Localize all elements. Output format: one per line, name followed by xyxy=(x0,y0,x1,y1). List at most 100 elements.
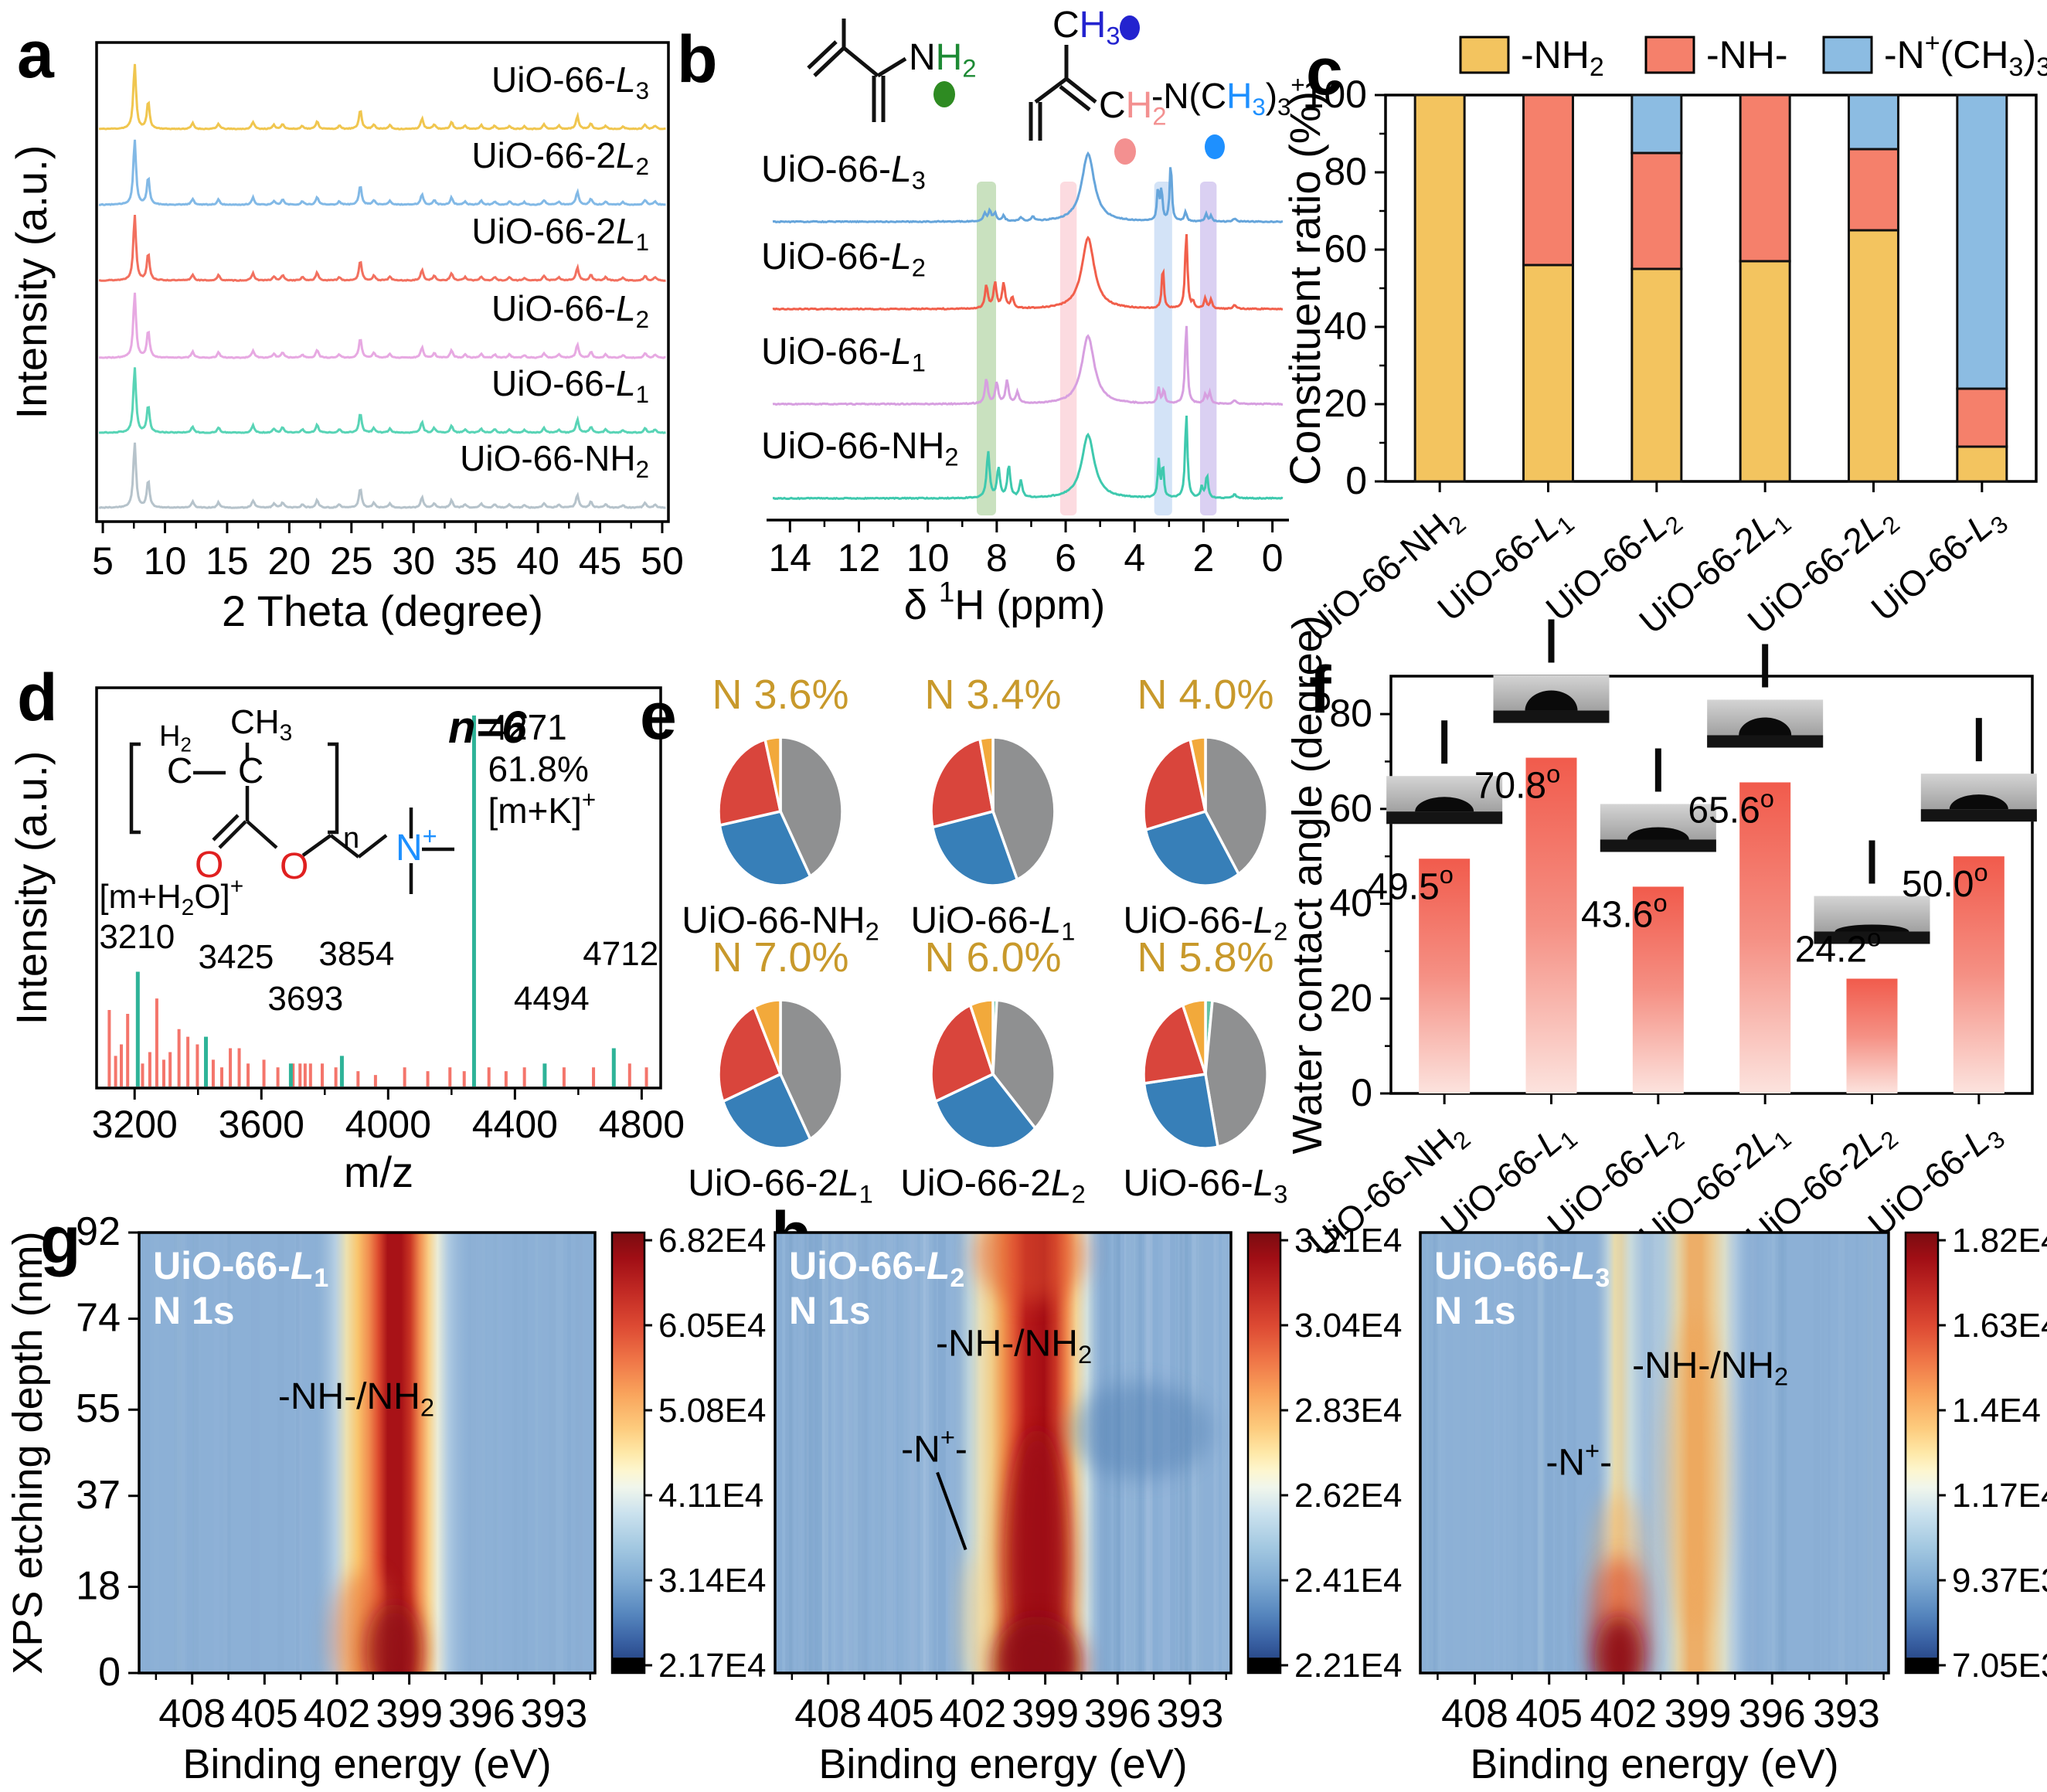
droplet-substrate xyxy=(1600,839,1716,852)
y-axis-label: Water contact angle (degree) xyxy=(1284,615,1331,1154)
nmr-highlight-band xyxy=(1154,182,1172,515)
bar-segment-UiO-66-2L1--NH2 xyxy=(1739,260,1791,483)
x-tick-label: 402 xyxy=(1590,1692,1658,1736)
heatmap-hotspot xyxy=(1005,1427,1070,1673)
y-tick-label: 55 xyxy=(76,1386,121,1431)
x-tick-label: 405 xyxy=(231,1692,298,1736)
wca-value-label-UiO-66-L3: 50.0o xyxy=(1902,858,1988,905)
colorbar-tick-label: 2.21E4 xyxy=(1294,1647,1402,1685)
plot-border xyxy=(1389,675,2034,1095)
x-tick-label: 393 xyxy=(1813,1692,1880,1736)
pie-name-UiO-66-2L2: UiO-66-2L2 xyxy=(900,1163,1086,1209)
colorbar-tick-label: 4.11E4 xyxy=(658,1477,763,1515)
y-tick-label: 60 xyxy=(1329,787,1372,830)
panel-letter-c: c xyxy=(1306,35,1343,109)
structure-label-o: O xyxy=(280,846,308,887)
heatmap-annotation: -N+- xyxy=(901,1423,967,1470)
x-tick-label: 35 xyxy=(454,539,498,583)
bar-segment-UiO-66-L1--NH- xyxy=(1522,94,1574,267)
panel-c-stacked-bar-chart: -NH2 -NH- -N+(CH3)3 0 20 40 60 80 100Constituent… xyxy=(1280,29,2047,649)
panel-letter-a: a xyxy=(17,18,54,92)
y-tick-label: 37 xyxy=(76,1473,121,1518)
n-equals-6-label: n=6 xyxy=(448,702,527,753)
droplet-dome xyxy=(1415,797,1474,812)
colorbar xyxy=(1906,1233,1938,1658)
structure-label-ch3: CH3 xyxy=(1052,5,1120,50)
pie-n-percent-UiO-66-2L1: N 7.0% xyxy=(712,934,848,981)
x-axis-label: 2 Theta (degree) xyxy=(222,587,543,635)
bar-segment-UiO-66-2L1--NH- xyxy=(1739,94,1791,263)
annotation-pointer-line xyxy=(936,1471,967,1551)
nmr-trace-UiO-66-L2 xyxy=(772,234,1284,311)
spectrum-label-UiO-66-L2: UiO-66-L2 xyxy=(761,236,926,282)
droplet-substrate xyxy=(1493,710,1610,723)
structure-methylalkene xyxy=(1029,45,1097,141)
heatmap-plot-area xyxy=(775,1233,1231,1673)
pie-slice-UiO-66-2L1-2 xyxy=(717,1005,783,1103)
y-tick-label: 40 xyxy=(1324,304,1367,348)
ms-main-peak-label: [m+K]+ xyxy=(488,787,596,831)
ms-main-peak-label: 4271 xyxy=(488,707,566,747)
x-tick-label: 2 xyxy=(1193,536,1215,580)
lightblue-dot-marker xyxy=(1205,134,1225,159)
legend-label--NH-: -NH- xyxy=(1706,33,1788,77)
y-tick-label: 20 xyxy=(1324,382,1367,425)
plot-border xyxy=(138,1231,597,1675)
y-tick-label: 40 xyxy=(1329,882,1372,925)
pie-slice-UiO-66-L2-2 xyxy=(1142,737,1208,832)
heatmap-annotation: -NH-/NH2 xyxy=(936,1324,1092,1369)
heatmap-annotation: -NH-/NH2 xyxy=(278,1376,434,1422)
darkblue-dot-marker xyxy=(1120,15,1140,40)
wca-bar-UiO-66-L1 xyxy=(1525,757,1577,1093)
panel-i-xps-heatmap: UiO-66-L3N 1s -NH-/NH2 -N+- 408 405 402 399 396… xyxy=(1419,1222,2047,1787)
bar-segment-UiO-66-2L2--NH- xyxy=(1848,148,1899,232)
panel-g-xps-heatmap: UiO-66-L1N 1s -NH-/NH2 408 405 402 399 396 393 B… xyxy=(5,1209,766,1787)
x-tick-label: 10 xyxy=(144,539,187,583)
ms-annotation: 3210 xyxy=(99,918,175,956)
x-tick-label: 12 xyxy=(838,536,881,580)
heatmap-sample-title: UiO-66-L3 xyxy=(1434,1244,1610,1293)
pie-n-percent-UiO-66-L1: N 3.4% xyxy=(924,672,1061,718)
pie-slice-UiO-66-NH2-1 xyxy=(718,809,812,887)
y-tick-label: 18 xyxy=(76,1563,121,1608)
pie-slice-UiO-66-2L1-3 xyxy=(752,998,782,1075)
structure-label-ch2: CH2 xyxy=(1099,85,1167,131)
plot-border xyxy=(95,686,662,1090)
wca-bar-UiO-66-L3 xyxy=(1953,856,2004,1093)
colorbar-tick-label: 1.82E4 xyxy=(1952,1222,2047,1260)
x-tick-label: 408 xyxy=(158,1692,226,1736)
y-tick-label: 0 xyxy=(98,1650,121,1695)
pie-slice-UiO-66-L2-3 xyxy=(1188,736,1207,812)
pie-n-percent-UiO-66-L2: N 4.0% xyxy=(1137,672,1273,718)
bar-segment-UiO-66-2L2--N+(CH3)3 xyxy=(1848,94,1899,151)
x-tick-label: 393 xyxy=(521,1692,588,1736)
y-tick-label: 0 xyxy=(1351,1071,1372,1114)
x-tick-label: 405 xyxy=(867,1692,934,1736)
ms-annotation: 3693 xyxy=(267,980,343,1018)
heatmap-line-title: N 1s xyxy=(153,1289,235,1332)
x-tick-label: 408 xyxy=(1441,1692,1508,1736)
xrd-trace-UiO-66-2L2 xyxy=(98,139,666,206)
bar-segment-UiO-66-L2--NH- xyxy=(1630,151,1683,270)
y-axis-label: Intensity (a.u.) xyxy=(7,751,56,1025)
pie-slice-UiO-66-2L2-2 xyxy=(933,1072,1038,1150)
x-tick-label: 408 xyxy=(794,1692,862,1736)
x-tick-label: 30 xyxy=(392,539,435,583)
x-tick-label: 402 xyxy=(940,1692,1007,1736)
y-tick-label: 80 xyxy=(1324,150,1367,193)
y-tick-label: 60 xyxy=(1324,227,1367,270)
y-tick-label: 92 xyxy=(76,1209,121,1254)
panel-letter-b: b xyxy=(677,22,718,97)
panel-letter-g: g xyxy=(40,1203,81,1277)
ms-annotation: 3425 xyxy=(198,938,274,976)
heatmap-annotation: -NH-/NH2 xyxy=(1632,1345,1788,1391)
panel-letter-d: d xyxy=(17,661,58,735)
pie-n-percent-UiO-66-2L2: N 6.0% xyxy=(924,934,1061,981)
ms-annotation: 4712 xyxy=(583,935,658,973)
x-tick-label: 4800 xyxy=(599,1103,685,1146)
wca-bar-UiO-66-L2 xyxy=(1632,886,1684,1093)
ms-annotation: [m+H2O]+ xyxy=(99,874,243,920)
pie-slice-UiO-66-L3-2 xyxy=(1142,1073,1219,1150)
